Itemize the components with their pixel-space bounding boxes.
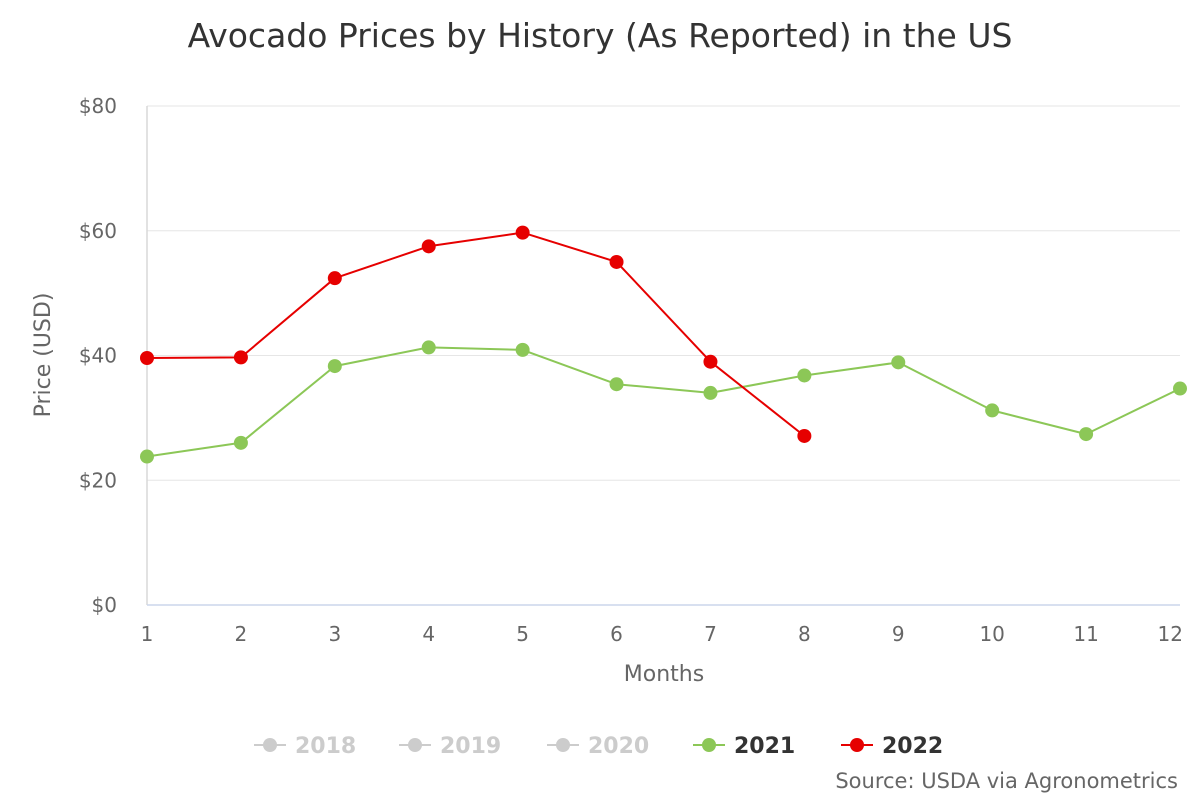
data-point-2022-1 [140, 350, 154, 365]
y-tick-label: $20 [79, 468, 117, 492]
source-note: Source: USDA via Agronometrics [835, 769, 1178, 793]
series-line-2022 [146, 231, 806, 437]
data-point-2021-1 [140, 449, 154, 464]
legend-item-2019[interactable]: 2019 [399, 734, 501, 759]
legend-item-2018[interactable]: 2018 [254, 734, 356, 759]
data-point-2021-7 [703, 385, 718, 400]
x-tick-label: 11 [1073, 622, 1098, 646]
series-2021 [140, 340, 1187, 464]
data-point-2022-2 [233, 350, 248, 365]
series-2022 [140, 225, 812, 443]
x-tick-label: 7 [704, 622, 717, 646]
data-point-2021-5 [515, 342, 530, 357]
x-tick-label: 10 [979, 622, 1004, 646]
legend: 2018 2019 2020 2021 2022 [254, 734, 943, 759]
y-axis-title: Price (USD) [31, 293, 56, 418]
legend-label-2022: 2022 [882, 734, 943, 759]
data-point-2021-12 [1173, 381, 1187, 396]
y-tick-label: $60 [79, 219, 117, 243]
data-point-2022-8 [797, 428, 812, 443]
x-axis-title: Months [624, 662, 704, 687]
series [140, 225, 1187, 464]
x-tick-label: 5 [516, 622, 529, 646]
data-point-2021-10 [985, 403, 1000, 418]
y-tick-label: $0 [92, 593, 117, 617]
data-point-2021-11 [1079, 427, 1094, 442]
x-tick-label: 9 [892, 622, 905, 646]
legend-marker-2020 [556, 738, 570, 752]
data-point-2022-3 [327, 271, 342, 286]
legend-marker-2021 [702, 738, 716, 752]
chart-title: Avocado Prices by History (As Reported) … [188, 16, 1013, 55]
data-point-2021-2 [233, 435, 248, 450]
x-tick-label: 1 [141, 622, 154, 646]
x-tick-label: 12 [1158, 622, 1183, 646]
legend-label-2018: 2018 [295, 734, 356, 759]
data-point-2022-4 [421, 239, 436, 254]
x-tick-label: 2 [235, 622, 248, 646]
legend-item-2022[interactable]: 2022 [841, 734, 943, 759]
legend-marker-2018 [263, 738, 277, 752]
data-point-2021-4 [421, 340, 436, 355]
data-point-2022-5 [515, 225, 530, 240]
data-point-2022-7 [703, 354, 718, 369]
x-tick-label: 4 [422, 622, 435, 646]
data-point-2022-6 [609, 254, 624, 269]
data-point-2021-6 [609, 377, 624, 392]
legend-item-2020[interactable]: 2020 [547, 734, 649, 759]
data-point-2021-9 [891, 355, 906, 370]
series-line-2021 [146, 346, 1181, 458]
legend-label-2020: 2020 [588, 734, 649, 759]
legend-marker-2022 [850, 738, 864, 752]
y-tick-label: $40 [79, 344, 117, 368]
axes: $0$20$40$60$801 2 3 4 5 6 7 8 9 10 11 12 [79, 94, 1183, 646]
x-tick-label: 3 [328, 622, 341, 646]
data-point-2021-3 [327, 359, 342, 374]
legend-marker-2019 [408, 738, 422, 752]
data-point-2021-8 [797, 368, 812, 383]
y-tick-label: $80 [79, 94, 117, 118]
x-tick-label: 8 [798, 622, 811, 646]
gridlines [147, 105, 1180, 481]
legend-item-2021[interactable]: 2021 [693, 734, 795, 759]
x-tick-label: 6 [610, 622, 623, 646]
legend-label-2021: 2021 [734, 734, 795, 759]
legend-label-2019: 2019 [440, 734, 501, 759]
